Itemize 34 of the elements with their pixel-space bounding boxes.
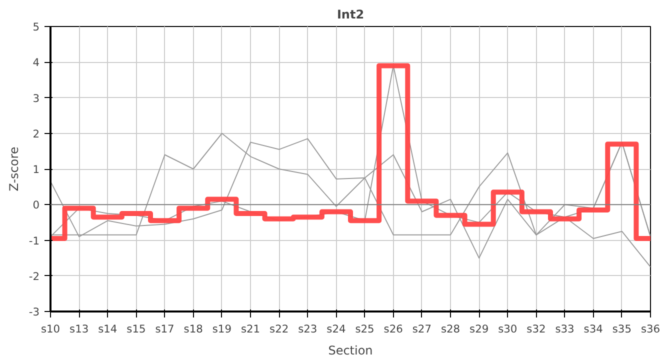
y-tick-label: 3 <box>32 92 40 105</box>
x-tick-label: s33 <box>555 322 574 336</box>
x-tick-label: s27 <box>412 322 432 336</box>
y-tick-label: 1 <box>32 163 40 176</box>
x-tick-label: s10 <box>40 322 60 336</box>
y-tick-label: -2 <box>28 270 40 283</box>
y-tick-label: 0 <box>32 198 40 212</box>
x-tick-label: s15 <box>126 322 146 336</box>
x-tick-label: s35 <box>612 322 632 336</box>
x-tick-label: s34 <box>584 322 604 336</box>
x-tick-label: s36 <box>640 322 660 336</box>
x-tick-label: s22 <box>270 322 289 336</box>
x-tick-label: s24 <box>326 322 346 336</box>
x-tick-label: s23 <box>298 322 318 336</box>
x-tick-label: s13 <box>70 322 89 336</box>
x-tick-label: s17 <box>155 322 174 336</box>
y-tick-label: 2 <box>32 127 40 140</box>
y-tick-label: 5 <box>32 20 40 34</box>
x-tick-label: s29 <box>470 322 489 336</box>
x-tick-label: s28 <box>440 322 460 336</box>
x-tick-label: s32 <box>526 322 546 336</box>
x-tick-label: s14 <box>98 322 118 336</box>
x-tick-label: s26 <box>384 322 404 336</box>
y-tick-label: 4 <box>32 56 40 70</box>
y-tick-label: -3 <box>28 306 40 318</box>
x-tick-label: s25 <box>355 322 374 336</box>
x-axis-title: Section <box>328 344 373 358</box>
x-tick-label: s18 <box>184 322 204 336</box>
y-tick-label: -1 <box>28 234 40 248</box>
x-tick-label: s21 <box>240 322 260 336</box>
x-tick-label: s19 <box>212 322 232 336</box>
chart-title: Int2 <box>336 8 364 22</box>
x-tick-label: s30 <box>498 322 518 336</box>
y-axis-title: Z-score <box>6 146 21 192</box>
